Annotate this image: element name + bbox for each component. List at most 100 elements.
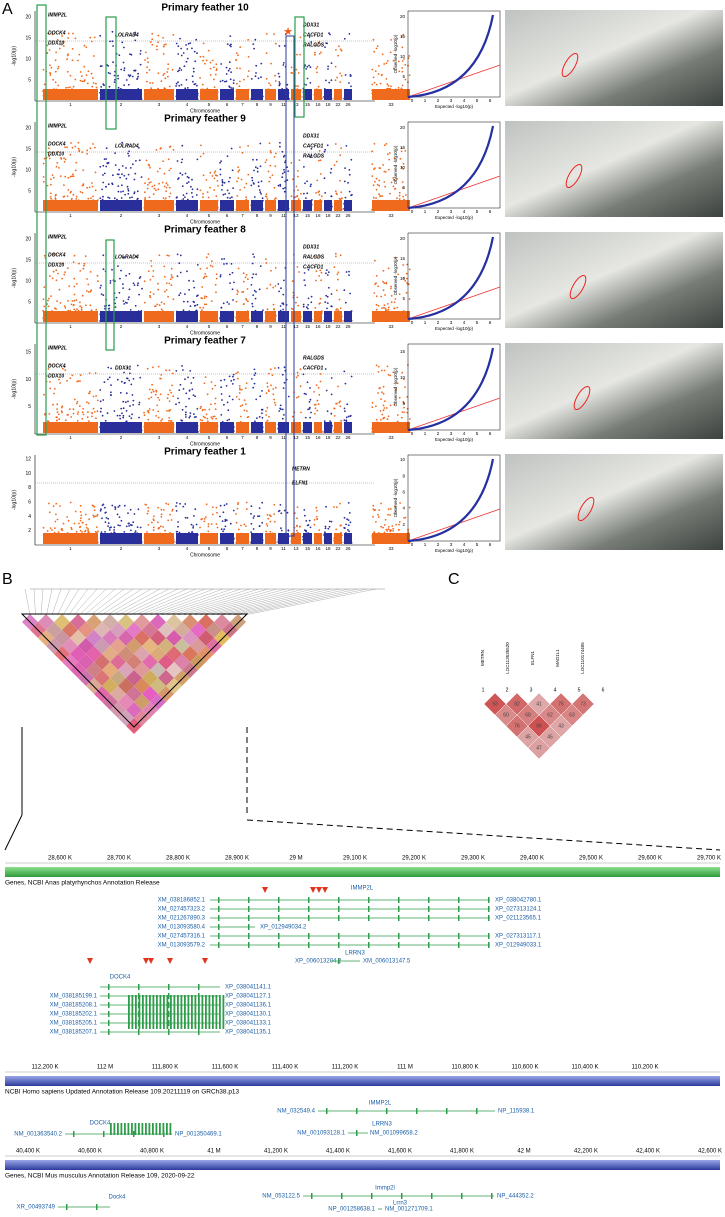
point <box>161 513 163 515</box>
point <box>178 85 180 87</box>
point <box>299 159 301 161</box>
point <box>402 85 404 87</box>
qq-x-tick: 5 <box>476 431 479 436</box>
point <box>349 33 351 35</box>
qq-x-tick: 6 <box>489 320 492 325</box>
point <box>178 402 180 404</box>
point <box>102 165 104 167</box>
point <box>280 408 282 410</box>
qq-x-tick: 6 <box>489 98 492 103</box>
point <box>245 276 247 278</box>
point <box>103 268 105 270</box>
x-tick-label: 6 <box>226 324 229 329</box>
point <box>215 74 217 76</box>
point <box>344 408 346 410</box>
point <box>129 405 131 407</box>
point <box>71 175 73 177</box>
point <box>48 147 50 149</box>
point <box>192 525 194 527</box>
band <box>334 311 342 322</box>
point <box>288 396 290 398</box>
point <box>156 391 158 393</box>
point <box>184 196 186 198</box>
point <box>389 193 391 195</box>
point <box>307 409 309 411</box>
point <box>222 80 224 82</box>
point <box>311 296 313 298</box>
point <box>91 412 93 414</box>
point <box>386 407 388 409</box>
point <box>238 268 240 270</box>
point <box>270 368 272 370</box>
point <box>243 79 245 81</box>
point <box>267 198 269 200</box>
point <box>189 42 191 44</box>
y-tick-label: 10 <box>25 471 31 477</box>
point <box>270 521 272 523</box>
point <box>167 63 169 65</box>
point <box>110 368 112 370</box>
x-tick-label: 1 <box>69 102 72 107</box>
point <box>336 77 338 79</box>
point <box>107 163 109 165</box>
x-tick-label: 22 <box>335 213 341 218</box>
point <box>100 86 102 88</box>
point <box>129 273 131 275</box>
point <box>213 416 215 418</box>
point <box>345 419 347 421</box>
point <box>204 304 206 306</box>
point <box>222 530 224 532</box>
band <box>265 89 276 100</box>
point <box>406 292 408 294</box>
point <box>194 305 196 307</box>
point <box>118 169 120 171</box>
band <box>236 311 249 322</box>
point <box>306 66 308 68</box>
point <box>61 407 63 409</box>
point <box>102 196 104 198</box>
point <box>163 266 165 268</box>
point <box>348 519 350 521</box>
point <box>107 65 109 67</box>
point <box>96 87 98 89</box>
point <box>310 412 312 414</box>
point <box>268 82 270 84</box>
point <box>143 412 145 414</box>
point <box>61 278 63 280</box>
point <box>169 86 171 88</box>
point <box>226 67 228 69</box>
point <box>320 298 322 300</box>
point <box>170 168 172 170</box>
point <box>151 392 153 394</box>
point <box>232 299 234 301</box>
point <box>237 177 239 179</box>
point <box>208 253 210 255</box>
point <box>376 419 378 421</box>
band <box>43 89 98 100</box>
point <box>324 531 326 533</box>
point <box>253 183 255 185</box>
point <box>330 168 332 170</box>
point <box>204 273 206 275</box>
x-tick-label: 5 <box>208 435 211 440</box>
point <box>85 514 87 516</box>
point <box>310 399 312 401</box>
point <box>278 73 280 75</box>
point <box>259 525 261 527</box>
point <box>222 520 224 522</box>
point <box>252 180 254 182</box>
point <box>326 269 328 271</box>
point <box>229 68 231 70</box>
point <box>239 389 241 391</box>
point <box>221 189 223 191</box>
band <box>344 533 352 544</box>
x-tick-label: 4 <box>186 435 189 440</box>
point <box>386 143 388 145</box>
point <box>185 44 187 46</box>
point <box>107 379 109 381</box>
point <box>232 187 234 189</box>
qq-y-label: Observed -log10(p) <box>393 367 398 406</box>
point <box>278 291 280 293</box>
point <box>340 307 342 309</box>
point <box>384 407 386 409</box>
